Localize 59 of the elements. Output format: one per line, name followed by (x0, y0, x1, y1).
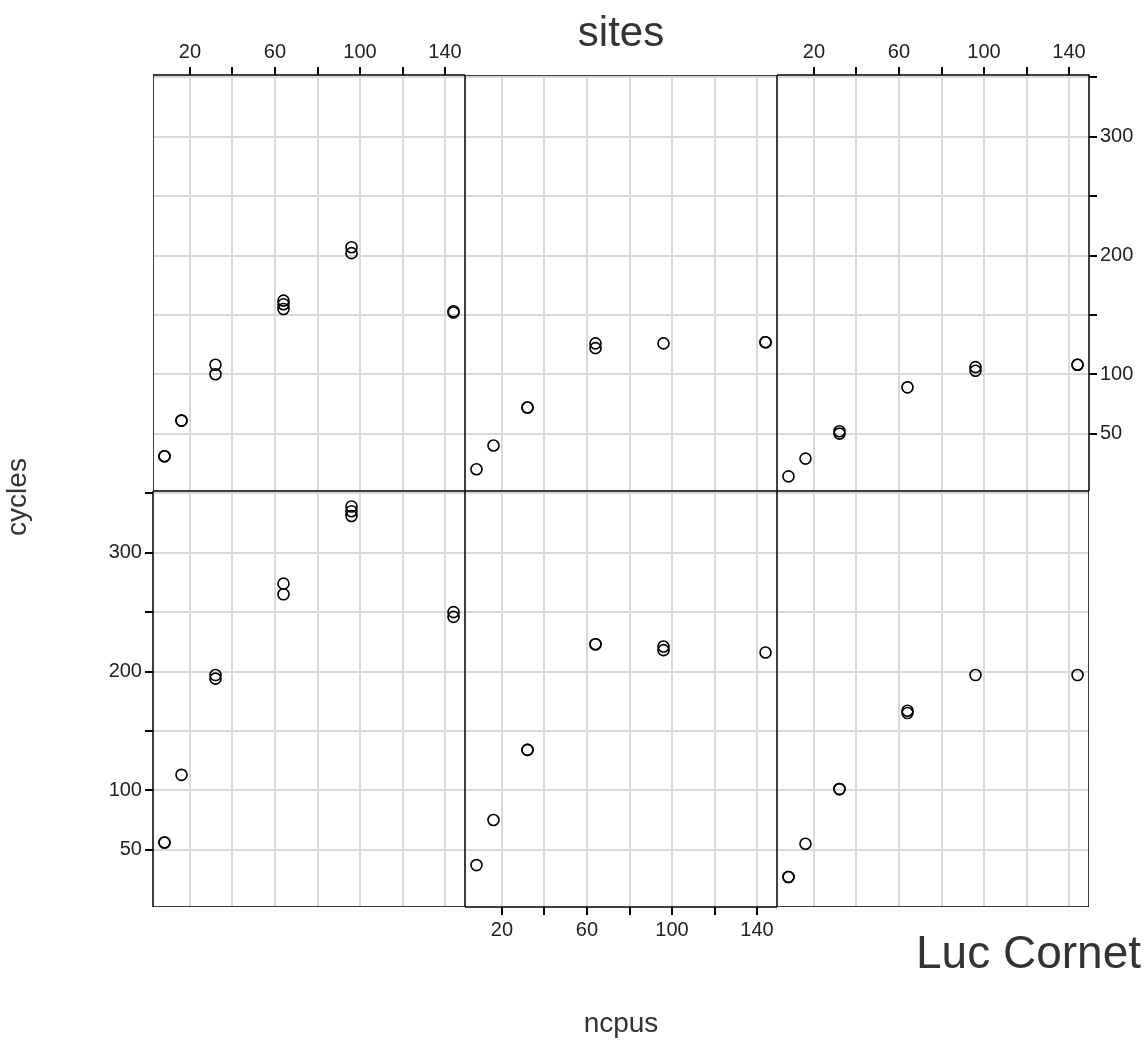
y-tick-label: 100 (108, 777, 142, 800)
point (657, 643, 670, 657)
point (657, 337, 670, 350)
point (969, 360, 982, 374)
point (799, 837, 812, 850)
x-tick-label: 20 (490, 917, 514, 940)
point (969, 668, 982, 682)
point (799, 452, 812, 465)
x-tick-label: 140 (740, 917, 774, 940)
x-tick-label: 140 (428, 39, 462, 62)
point (345, 509, 358, 523)
point (589, 337, 602, 350)
point (759, 646, 772, 659)
x-tick-label: 60 (887, 39, 911, 62)
y-axis-title: cycles (0, 458, 33, 536)
y-tick-label: 300 (108, 540, 142, 563)
point (277, 297, 290, 311)
point (345, 500, 358, 513)
point (345, 504, 358, 518)
x-tick-label: 20 (802, 39, 826, 62)
x-tick-label: 60 (575, 917, 599, 940)
point (589, 341, 602, 355)
point (345, 240, 358, 254)
y-tick-label: 200 (108, 659, 142, 682)
point (447, 605, 460, 619)
point (782, 470, 795, 483)
x-tick-label: 100 (343, 39, 377, 62)
point (175, 768, 188, 782)
point (487, 439, 500, 452)
text: Luc Cornet (915, 925, 1141, 979)
x-tick-label: 100 (655, 917, 689, 940)
x-tick-label: 20 (178, 39, 202, 62)
x-tick-label: 60 (263, 39, 287, 62)
y-tick-label: 50 (1100, 421, 1123, 444)
point (657, 640, 670, 653)
point (277, 588, 290, 601)
point (277, 302, 290, 316)
point (209, 367, 222, 381)
y-tick-label: 200 (1100, 243, 1134, 266)
x-tick-label: 100 (967, 39, 1001, 62)
x-tick-label: 140 (1052, 39, 1086, 62)
y-tick-label: 50 (119, 837, 142, 860)
point (209, 358, 222, 372)
point (447, 610, 460, 624)
y-tick-label: 100 (1100, 361, 1134, 384)
point (470, 462, 483, 476)
point (487, 813, 500, 827)
point (1071, 668, 1084, 682)
point (470, 858, 483, 872)
chart-title: sites (576, 8, 666, 56)
point (969, 364, 982, 377)
point (209, 668, 222, 682)
point (901, 381, 914, 394)
point (345, 246, 358, 260)
y-tick-label: 300 (1100, 124, 1134, 147)
x-axis-title: ncpus (582, 1007, 660, 1039)
point (277, 577, 290, 590)
point (209, 672, 222, 685)
point (277, 294, 290, 307)
